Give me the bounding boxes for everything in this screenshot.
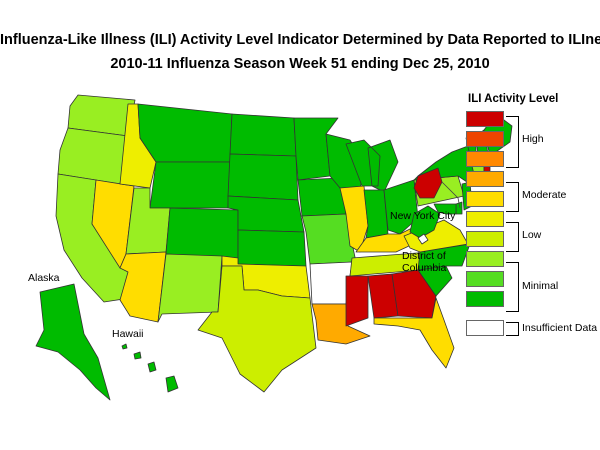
legend-title: ILI Activity Level	[468, 93, 559, 105]
state-wy	[149, 161, 231, 209]
hawaii-label: Hawaii	[112, 328, 144, 340]
legend-swatch-level-0	[466, 320, 504, 336]
map-title: Influenza-Like Illness (ILI) Activity Le…	[0, 32, 600, 48]
state-mt	[137, 103, 233, 163]
legend-moderate-label: Moderate	[522, 189, 567, 201]
state-tx	[197, 265, 317, 393]
state-ky	[355, 225, 423, 253]
dc-label-line2: Columbia	[402, 262, 447, 274]
legend-bracket-minimal	[506, 262, 519, 312]
state-ks	[237, 229, 307, 267]
map-subtitle: 2010-11 Influenza Season Week 51 ending …	[110, 56, 490, 72]
legend-low-label: Low	[522, 229, 542, 241]
legend-swatch-level-4	[466, 231, 504, 247]
legend-insufficient-label: Insufficient Data	[522, 322, 598, 334]
legend-swatch-level-6	[466, 191, 504, 207]
legend-swatch-level-7	[466, 171, 504, 187]
legend-bracket-moderate	[506, 182, 519, 212]
state-co	[165, 207, 239, 259]
legend-swatch-level-5	[466, 211, 504, 227]
state-mi	[345, 139, 399, 193]
legend-swatch-level-3	[466, 251, 504, 267]
state-dc	[417, 233, 429, 245]
legend-minimal-label: Minimal	[522, 280, 559, 292]
legend-swatch-level-8	[466, 151, 504, 167]
state-fl	[373, 297, 455, 369]
nyc-label: New York City	[390, 210, 456, 222]
legend-swatch-level-2	[466, 271, 504, 287]
state-nd	[229, 113, 297, 157]
state-ms	[345, 275, 369, 327]
state-wv	[409, 205, 441, 239]
legend-swatch-level-1	[466, 291, 504, 307]
state-md	[433, 203, 457, 215]
legend-high-label: High	[522, 133, 544, 145]
legend-bracket-insufficient	[506, 322, 519, 336]
alaska-label: Alaska	[28, 272, 60, 284]
dc-label-line1: District of	[402, 250, 446, 262]
legend-bracket-high	[506, 116, 519, 168]
state-ak	[35, 283, 111, 401]
state-oh	[383, 179, 419, 235]
nyc-callout-line	[441, 181, 461, 209]
state-hi	[121, 343, 179, 393]
legend-swatch-level-10	[466, 111, 504, 127]
state-nm	[157, 253, 223, 323]
legend-bracket-low	[506, 222, 519, 252]
legend-swatch-level-9	[466, 131, 504, 147]
state-ne	[227, 195, 305, 233]
state-sd	[227, 153, 299, 201]
state-nyc	[413, 167, 443, 199]
